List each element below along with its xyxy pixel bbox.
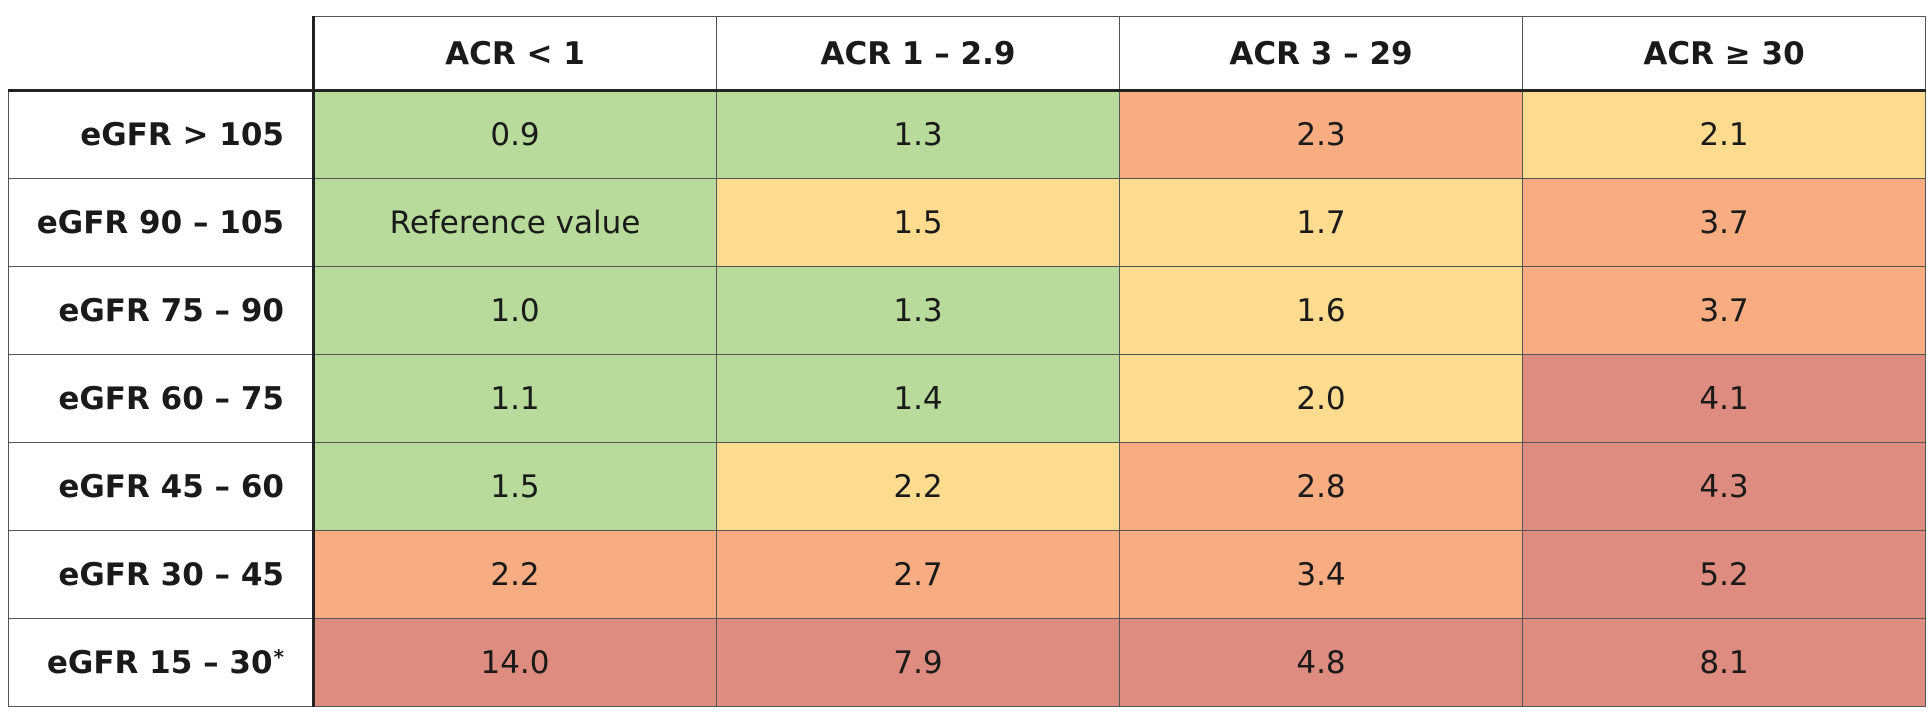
heatmap-cell: 2.7 xyxy=(716,530,1120,619)
heatmap-cell: 1.3 xyxy=(716,90,1120,179)
heatmap-cell: 7.9 xyxy=(716,618,1120,707)
row-header: eGFR > 105 xyxy=(8,90,314,179)
column-header: ACR 3 – 29 xyxy=(1119,16,1523,91)
row-header-label: eGFR 75 – 90 xyxy=(58,292,284,329)
heatmap-cell: 0.9 xyxy=(313,90,717,179)
row-header-footnote-mark: * xyxy=(273,644,284,669)
heatmap-cell: 3.7 xyxy=(1522,178,1926,267)
heatmap-cell: Reference value xyxy=(313,178,717,267)
row-header-label: eGFR 45 – 60 xyxy=(58,468,284,505)
heatmap-cell: 4.1 xyxy=(1522,354,1926,443)
row-header-divider-line xyxy=(312,16,315,707)
heatmap-cell: 1.5 xyxy=(313,442,717,531)
heatmap-cell: 4.3 xyxy=(1522,442,1926,531)
heatmap-cell: 2.0 xyxy=(1119,354,1523,443)
heatmap-cell: 2.2 xyxy=(716,442,1120,531)
heatmap-cell: 1.6 xyxy=(1119,266,1523,355)
heatmap-cell: 14.0 xyxy=(313,618,717,707)
row-header-label: eGFR 30 – 45 xyxy=(58,556,284,593)
row-header: eGFR 75 – 90 xyxy=(8,266,314,355)
row-header-label: eGFR > 105 xyxy=(80,116,284,153)
heatmap-cell: 1.3 xyxy=(716,266,1120,355)
heatmap-cell: 1.7 xyxy=(1119,178,1523,267)
row-header: eGFR 15 – 30 * xyxy=(8,618,314,707)
heatmap-cell: 1.1 xyxy=(313,354,717,443)
column-header: ACR 1 – 2.9 xyxy=(716,16,1120,91)
heatmap-cell: 2.8 xyxy=(1119,442,1523,531)
heatmap-cell: 1.5 xyxy=(716,178,1120,267)
heatmap-cell: 3.4 xyxy=(1119,530,1523,619)
heatmap-cell: 2.2 xyxy=(313,530,717,619)
header-divider-line xyxy=(8,89,1926,92)
row-header-label: eGFR 60 – 75 xyxy=(58,380,284,417)
heatmap-cell: 1.4 xyxy=(716,354,1120,443)
row-header: eGFR 45 – 60 xyxy=(8,442,314,531)
heatmap-cell: 1.0 xyxy=(313,266,717,355)
column-header: ACR ≥ 30 xyxy=(1522,16,1926,91)
row-header: eGFR 60 – 75 xyxy=(8,354,314,443)
row-header: eGFR 30 – 45 xyxy=(8,530,314,619)
heatmap-cell: 5.2 xyxy=(1522,530,1926,619)
row-header-label: eGFR 90 – 105 xyxy=(36,204,284,241)
row-header: eGFR 90 – 105 xyxy=(8,178,314,267)
risk-heatmap-table: ACR < 1 ACR 1 – 2.9 ACR 3 – 29 ACR ≥ 30 eGFR… xyxy=(8,16,1926,707)
row-header-label: eGFR 15 – 30 xyxy=(46,644,273,681)
heatmap-cell: 2.1 xyxy=(1522,90,1926,179)
heatmap-cell: 3.7 xyxy=(1522,266,1926,355)
heatmap-cell: 4.8 xyxy=(1119,618,1523,707)
heatmap-cell: 2.3 xyxy=(1119,90,1523,179)
heatmap-cell: 8.1 xyxy=(1522,618,1926,707)
column-header: ACR < 1 xyxy=(313,16,717,91)
